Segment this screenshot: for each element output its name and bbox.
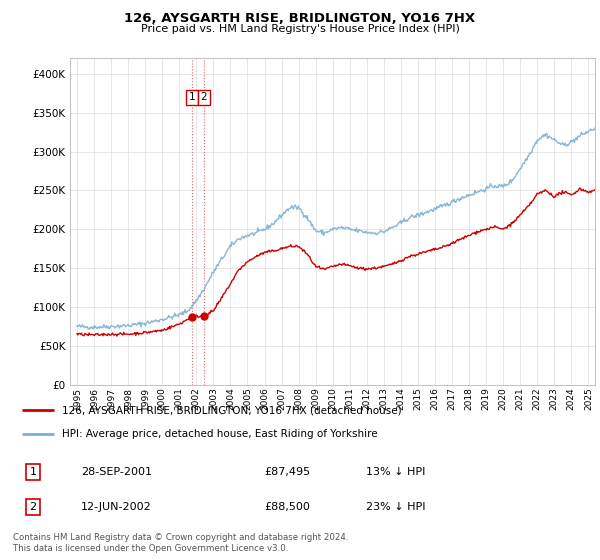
Text: 2: 2 — [29, 502, 37, 512]
Text: 2: 2 — [200, 92, 207, 102]
Text: 23% ↓ HPI: 23% ↓ HPI — [366, 502, 425, 512]
Text: Price paid vs. HM Land Registry's House Price Index (HPI): Price paid vs. HM Land Registry's House … — [140, 24, 460, 34]
Text: 1: 1 — [29, 467, 37, 477]
Text: £87,495: £87,495 — [264, 467, 310, 477]
Text: 13% ↓ HPI: 13% ↓ HPI — [366, 467, 425, 477]
Text: 126, AYSGARTH RISE, BRIDLINGTON, YO16 7HX: 126, AYSGARTH RISE, BRIDLINGTON, YO16 7H… — [124, 12, 476, 25]
Text: HPI: Average price, detached house, East Riding of Yorkshire: HPI: Average price, detached house, East… — [62, 429, 378, 439]
Text: 12-JUN-2002: 12-JUN-2002 — [81, 502, 152, 512]
Text: 126, AYSGARTH RISE, BRIDLINGTON, YO16 7HX (detached house): 126, AYSGARTH RISE, BRIDLINGTON, YO16 7H… — [62, 405, 402, 416]
Text: £88,500: £88,500 — [264, 502, 310, 512]
Text: 1: 1 — [189, 92, 196, 102]
Text: Contains HM Land Registry data © Crown copyright and database right 2024.
This d: Contains HM Land Registry data © Crown c… — [13, 533, 349, 553]
Text: 28-SEP-2001: 28-SEP-2001 — [81, 467, 152, 477]
